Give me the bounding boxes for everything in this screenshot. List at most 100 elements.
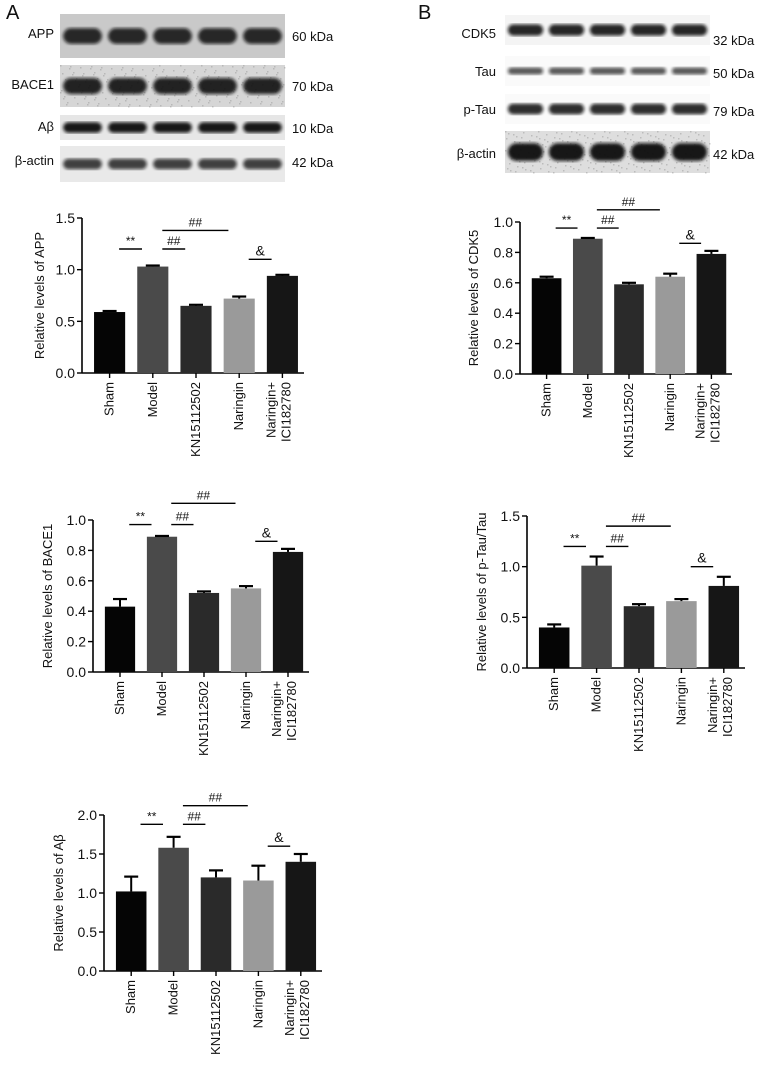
- x-tick-label: Model: [166, 980, 181, 1016]
- bar: [655, 276, 686, 374]
- y-tick-label: 0.6: [494, 275, 514, 291]
- y-tick-label: 0.0: [494, 366, 514, 382]
- y-tick-label: 0.5: [501, 609, 521, 625]
- x-tick-label: ICI182780: [284, 681, 299, 741]
- bar: [285, 861, 317, 971]
- y-tick-label: 1.0: [501, 559, 521, 575]
- significance-marker: ##: [187, 809, 201, 823]
- bar: [146, 536, 178, 672]
- significance-marker: **: [570, 531, 580, 545]
- significance-marker: ##: [610, 531, 624, 545]
- x-tick-label: ICI182780: [297, 980, 312, 1040]
- blot-label-ptau: p-Tau: [463, 102, 496, 117]
- y-tick-label: 1.5: [78, 846, 98, 862]
- y-tick-label: 0.0: [78, 963, 98, 979]
- x-tick-label: KN15112502: [196, 681, 211, 756]
- y-tick-label: 0.4: [67, 603, 87, 619]
- bar: [666, 601, 697, 668]
- y-axis-label: Relative levels of BACE1: [40, 524, 55, 669]
- x-tick-label: Model: [589, 677, 604, 713]
- panel-label-a: A: [6, 2, 20, 24]
- x-tick-label: Naringin+: [705, 677, 720, 733]
- significance-marker: **: [562, 213, 572, 227]
- kda-ptau: 79 kDa: [713, 104, 755, 119]
- x-tick-label: Naringin: [238, 681, 253, 729]
- y-tick-label: 1.0: [67, 512, 87, 528]
- bar: [614, 284, 644, 374]
- y-tick-label: 0.8: [494, 244, 514, 260]
- y-tick-label: 0.2: [494, 336, 514, 352]
- y-tick-label: 1.0: [78, 885, 98, 901]
- significance-marker: &: [262, 524, 272, 540]
- blot-strip: [505, 94, 710, 124]
- x-tick-label: Sham: [123, 980, 138, 1014]
- significance-marker: **: [126, 234, 136, 248]
- y-tick-label: 1.0: [56, 262, 76, 278]
- y-tick-label: 0.0: [501, 660, 521, 676]
- kda-abeta: 10 kDa: [292, 121, 334, 136]
- y-tick-label: 0.5: [56, 313, 76, 329]
- significance-marker: &: [255, 242, 265, 258]
- x-tick-label: ICI182780: [278, 382, 293, 442]
- significance-marker: ##: [197, 488, 211, 502]
- x-tick-label: Naringin: [250, 980, 265, 1028]
- y-tick-label: 1.5: [56, 210, 76, 226]
- x-tick-label: Naringin+: [269, 681, 284, 737]
- kda-tau: 50 kDa: [713, 66, 755, 81]
- y-tick-label: 2.0: [78, 807, 98, 823]
- bar: [230, 588, 262, 672]
- bar: [104, 606, 136, 672]
- bar: [572, 238, 603, 374]
- blot-strip: [60, 14, 285, 58]
- bar: [581, 565, 612, 668]
- x-tick-label: Sham: [546, 677, 561, 711]
- x-tick-label: Model: [145, 382, 160, 418]
- x-tick-label: KN15112502: [631, 677, 646, 752]
- y-axis-label: Relative levels of Aβ: [51, 834, 66, 951]
- x-tick-label: Model: [154, 681, 169, 717]
- y-axis-label: Relative levels of p-Tau/Tau: [474, 513, 489, 672]
- y-tick-label: 0.2: [67, 634, 87, 650]
- blot-label-cdk5: CDK5: [461, 26, 496, 41]
- bar: [623, 606, 655, 668]
- blot-strip: [505, 56, 710, 86]
- x-tick-label: Naringin: [231, 382, 246, 430]
- bar: [538, 627, 570, 668]
- x-tick-label: Model: [580, 383, 595, 419]
- significance-marker: &: [697, 550, 707, 566]
- x-tick-label: KN15112502: [208, 980, 223, 1055]
- y-tick-label: 0.5: [78, 924, 98, 940]
- blot-label-tau: Tau: [475, 64, 496, 79]
- x-tick-label: Naringin+: [263, 382, 278, 438]
- y-tick-label: 0.6: [67, 573, 87, 589]
- x-tick-label: Sham: [102, 382, 117, 416]
- y-tick-label: 1.5: [501, 508, 521, 524]
- y-axis-label: Relative levels of APP: [32, 232, 47, 359]
- x-tick-label: Sham: [539, 383, 554, 417]
- kda-cdk5: 32 kDa: [713, 33, 755, 48]
- significance-marker: &: [274, 829, 284, 845]
- blot-label-app: APP: [27, 26, 54, 41]
- bar: [158, 847, 189, 971]
- x-tick-label: KN15112502: [621, 383, 636, 458]
- blot-label-bactin-a: β-actin: [14, 153, 54, 168]
- significance-marker: ##: [189, 215, 203, 229]
- bar: [266, 275, 298, 373]
- bar: [696, 253, 727, 374]
- y-tick-label: 0.0: [56, 365, 76, 381]
- significance-marker: ##: [167, 234, 181, 248]
- bar: [137, 266, 169, 373]
- blot-label-bactin-b: β-actin: [456, 146, 496, 161]
- kda-app: 60 kDa: [292, 29, 334, 44]
- y-tick-label: 0.0: [67, 664, 87, 680]
- blot-strip: [60, 146, 285, 182]
- significance-marker: **: [147, 809, 157, 823]
- bar: [223, 298, 255, 373]
- kda-bactin-a: 42 kDa: [292, 155, 334, 170]
- blot-strip: [60, 115, 285, 140]
- significance-marker: ##: [632, 511, 646, 525]
